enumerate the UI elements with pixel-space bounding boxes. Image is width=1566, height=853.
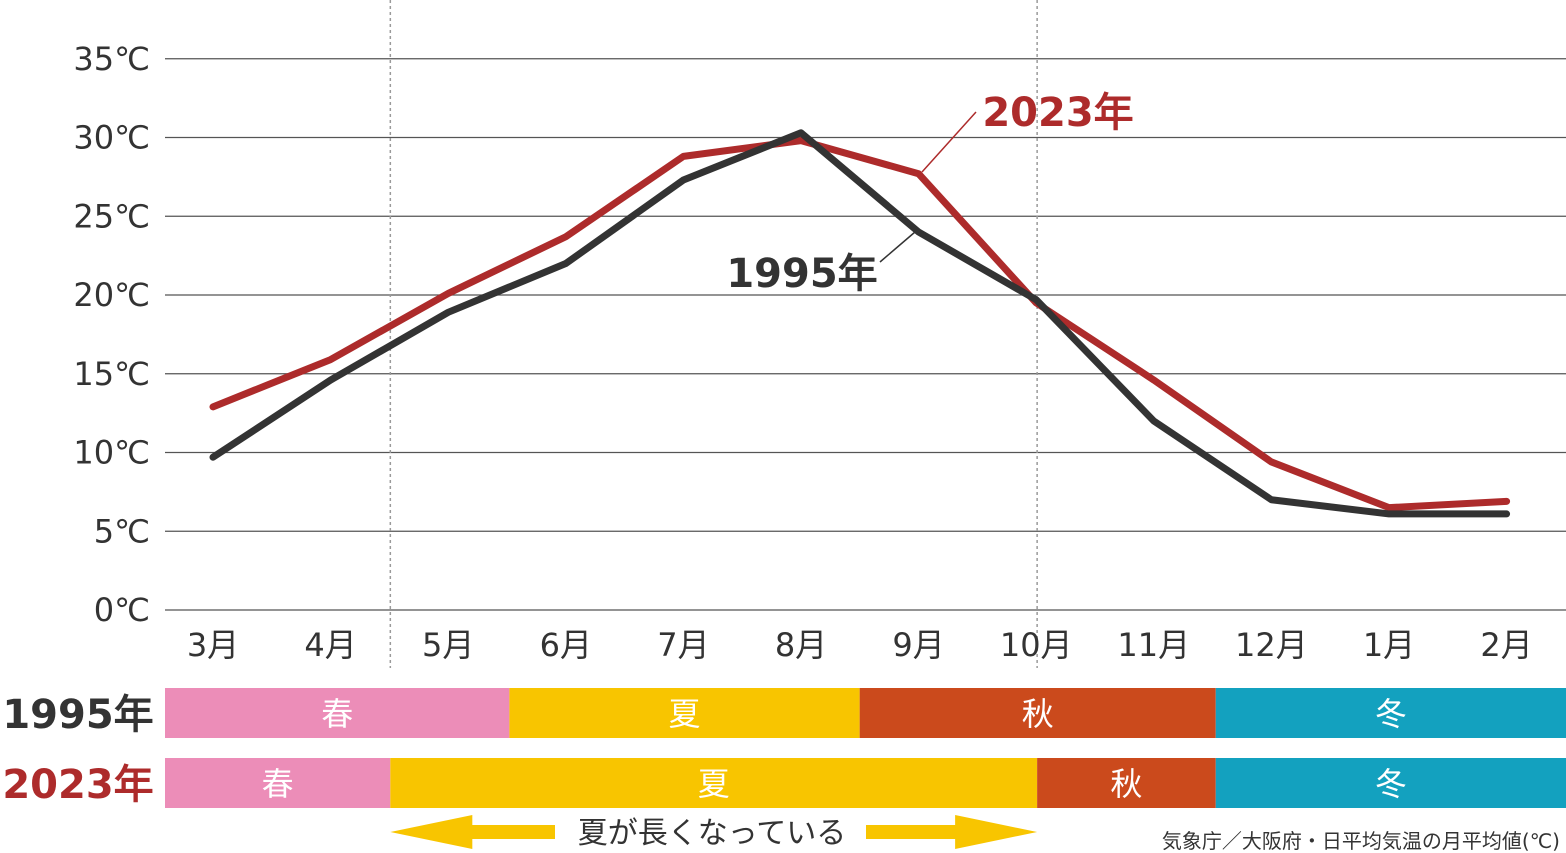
- y-tick-label: 30℃: [73, 119, 150, 157]
- season-segment-label: 秋: [1110, 765, 1142, 803]
- x-tick-label: 2月: [1480, 626, 1532, 664]
- season-row-label: 1995年: [2, 692, 153, 738]
- arrow-head-right: [955, 815, 1038, 849]
- x-tick-label: 9月: [892, 626, 944, 664]
- series-leader-lines: [879, 111, 977, 263]
- x-tick-label: 5月: [422, 626, 474, 664]
- season-segment: [165, 758, 391, 808]
- leader-line: [921, 111, 977, 173]
- season-segment: [509, 688, 860, 738]
- x-tick-label: 7月: [657, 626, 709, 664]
- season-segment-label: 春: [321, 695, 353, 733]
- season-segment-label: 秋: [1022, 695, 1054, 733]
- season-segment: [1215, 688, 1566, 738]
- series-line: [209, 129, 1511, 518]
- season-segment-label: 春: [262, 765, 294, 803]
- x-tick-label: 4月: [304, 626, 356, 664]
- series-labels: 2023年 1995年: [726, 90, 1133, 297]
- x-tick-label: 3月: [187, 626, 239, 664]
- y-tick-label: 35℃: [73, 40, 150, 78]
- x-tick-label: 1月: [1363, 626, 1415, 664]
- season-segment-label: 冬: [1375, 695, 1407, 733]
- x-axis-ticks: 3月 4月 5月 6月 7月 8月 9月 10月 11月 12月 1月 2月: [187, 626, 1533, 664]
- y-tick-label: 10℃: [73, 434, 150, 472]
- arrow-shaft-left: [470, 825, 555, 839]
- x-tick-label: 10月: [1000, 626, 1073, 664]
- season-segment: [165, 688, 510, 738]
- summer-arrow: 夏が長くなっている: [390, 815, 1038, 851]
- season-segment-label: 冬: [1375, 765, 1407, 803]
- series-label: 2023年: [982, 90, 1133, 136]
- season-segment-label: 夏: [698, 765, 730, 803]
- x-tick-label: 12月: [1235, 626, 1308, 664]
- y-axis-ticks: 0℃ 5℃ 10℃ 15℃ 20℃ 25℃ 30℃ 35℃: [73, 40, 150, 629]
- y-tick-label: 25℃: [73, 197, 150, 235]
- season-segment: [1037, 758, 1216, 808]
- series-label: 1995年: [726, 251, 877, 297]
- source-note: 気象庁／大阪府・日平均気温の月平均値(℃): [1162, 829, 1560, 853]
- season-bands: 1995年春夏秋冬2023年春夏秋冬: [2, 688, 1566, 808]
- x-tick-label: 6月: [540, 626, 592, 664]
- season-segment-label: 夏: [669, 695, 701, 733]
- series-lines: [209, 129, 1511, 518]
- arrow-shaft-right: [866, 825, 958, 839]
- series-line: [209, 137, 1511, 512]
- y-tick-label: 15℃: [73, 355, 150, 393]
- x-tick-label: 11月: [1117, 626, 1190, 664]
- leader-line: [879, 231, 916, 263]
- summer-boundary-lines: [389, 0, 1038, 668]
- arrow-head-left: [390, 815, 473, 849]
- grid-lines: [165, 58, 1566, 611]
- season-segment: [1215, 758, 1566, 808]
- x-tick-label: 8月: [775, 626, 827, 664]
- y-tick-label: 0℃: [94, 591, 150, 629]
- arrow-annotation: 夏が長くなっている: [578, 816, 847, 851]
- season-segment: [390, 758, 1038, 808]
- season-row-label: 2023年: [2, 762, 153, 808]
- season-segment: [859, 688, 1216, 738]
- y-tick-label: 5℃: [94, 512, 150, 550]
- y-tick-label: 20℃: [73, 276, 150, 314]
